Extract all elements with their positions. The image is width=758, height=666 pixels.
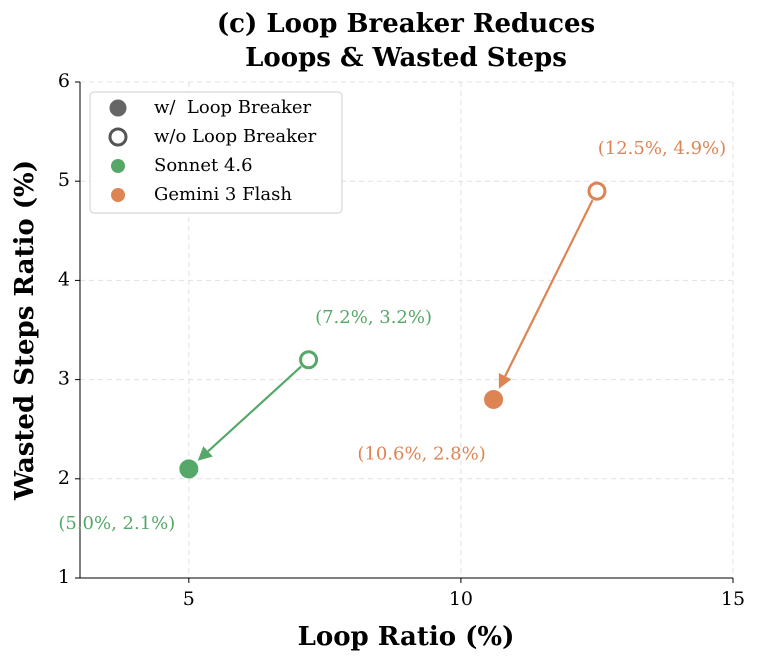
point [179,459,199,479]
y-tick-label: 4 [58,268,70,290]
x-tick-label: 5 [183,588,195,610]
legend-marker [109,99,127,117]
y-tick-label: 5 [58,169,70,191]
x-tick-label: 10 [449,588,473,610]
legend-box [89,91,343,214]
legend-label: Gemini 3 Flash [154,184,292,205]
y-tick-label: 6 [58,70,70,92]
legend-label: w/o Loop Breaker [154,126,317,147]
arrow-head [498,373,512,389]
legend-marker [111,188,125,202]
point [587,181,607,201]
y-tick-label: 2 [58,467,70,489]
arrow-head [197,446,213,461]
legend-marker [108,127,128,147]
arrow [207,365,302,453]
legend-label: Sonnet 4.6 [154,155,253,176]
chart-title: (c) Loop Breaker Reduces [217,9,595,39]
y-tick-label: 1 [58,566,70,588]
chart-title: Loops & Wasted Steps [245,43,567,73]
point [484,389,504,409]
legend-marker [111,159,125,173]
point [299,350,319,370]
x-tick-label: 15 [721,588,745,610]
y-axis-label: Wasted Steps Ratio (%) [10,160,40,501]
data-label: (5.0%, 2.1%) [58,513,175,534]
data-label: (12.5%, 4.9%) [598,138,726,159]
data-label: (10.6%, 2.8%) [357,443,485,464]
arrow [504,199,594,377]
y-tick-label: 3 [58,368,70,390]
data-label: (7.2%, 3.2%) [315,307,432,328]
legend-label: w/ Loop Breaker [154,97,312,118]
x-axis-label: Loop Ratio (%) [298,622,515,652]
